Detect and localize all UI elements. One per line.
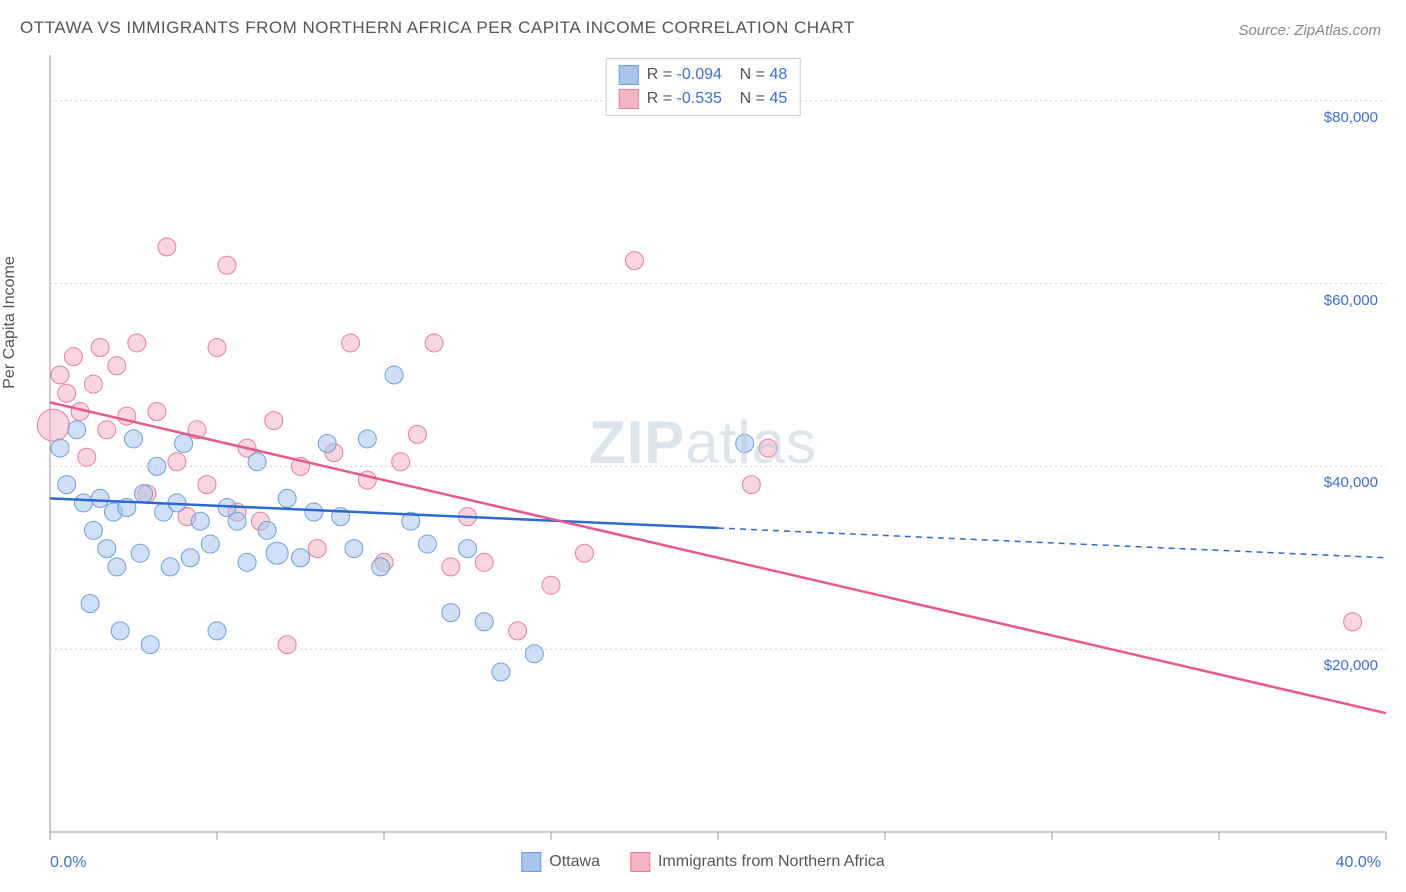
legend-swatch-immigrants-icon — [630, 852, 650, 872]
legend-row-immigrants: R = -0.535 N = 45 — [619, 87, 788, 111]
series-legend: Ottawa Immigrants from Northern Africa — [521, 852, 884, 872]
legend-row-ottawa: R = -0.094 N = 48 — [619, 63, 788, 87]
x-axis-max-label: 40.0% — [1336, 854, 1381, 872]
legend-item-immigrants: Immigrants from Northern Africa — [630, 852, 885, 872]
legend-item-ottawa: Ottawa — [521, 852, 600, 872]
y-tick-label: $80,000 — [1324, 109, 1378, 126]
x-axis-min-label: 0.0% — [50, 854, 86, 872]
legend-swatch-immigrants — [619, 89, 639, 109]
legend-swatch-ottawa-icon — [521, 852, 541, 872]
correlation-legend: R = -0.094 N = 48 R = -0.535 N = 45 — [606, 58, 801, 116]
y-tick-label: $40,000 — [1324, 474, 1378, 491]
y-tick-label: $20,000 — [1324, 657, 1378, 674]
legend-swatch-ottawa — [619, 65, 639, 85]
scatter-plot — [0, 0, 1406, 892]
y-tick-label: $60,000 — [1324, 292, 1378, 309]
